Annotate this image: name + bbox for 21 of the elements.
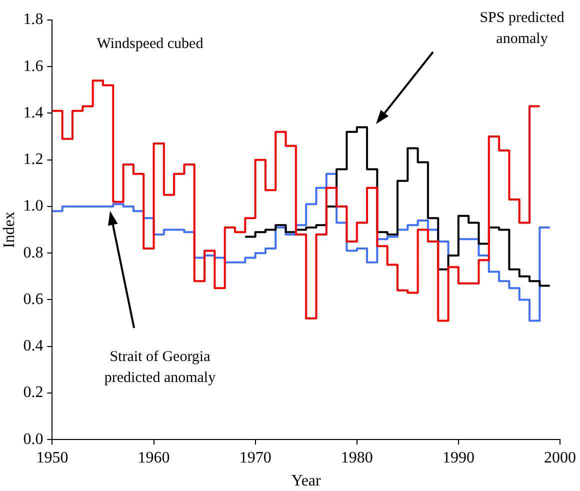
y-tick-label: 0.4 xyxy=(23,338,44,355)
y-tick-label: 1.6 xyxy=(23,58,44,75)
x-tick-label: 1970 xyxy=(239,449,272,466)
x-tick-label: 1990 xyxy=(442,449,474,466)
x-tick-label: 2000 xyxy=(544,449,576,466)
x-axis-title: Year xyxy=(291,472,322,490)
series-label: Windspeed cubed xyxy=(96,35,204,54)
annotation: Strait of Georgia predicted anomaly xyxy=(103,348,217,388)
y-tick-label: 1.8 xyxy=(23,11,44,28)
y-tick-label: 0.2 xyxy=(23,384,44,402)
x-tick-label: 1980 xyxy=(340,449,373,466)
y-tick-label: 1.2 xyxy=(23,151,44,168)
x-tick-label: 1950 xyxy=(36,449,68,466)
x-tick-label: 1960 xyxy=(138,449,170,466)
y-tick-label: 0.6 xyxy=(23,290,44,308)
annotation: SPS predicted anomaly xyxy=(478,9,566,49)
y-tick-label: 1.0 xyxy=(23,198,44,215)
y-tick-label: 0.8 xyxy=(23,244,44,262)
y-tick-label: 1.4 xyxy=(23,104,44,122)
y-axis-title: Index xyxy=(0,212,18,248)
y-tick-label: 0.0 xyxy=(23,430,44,448)
